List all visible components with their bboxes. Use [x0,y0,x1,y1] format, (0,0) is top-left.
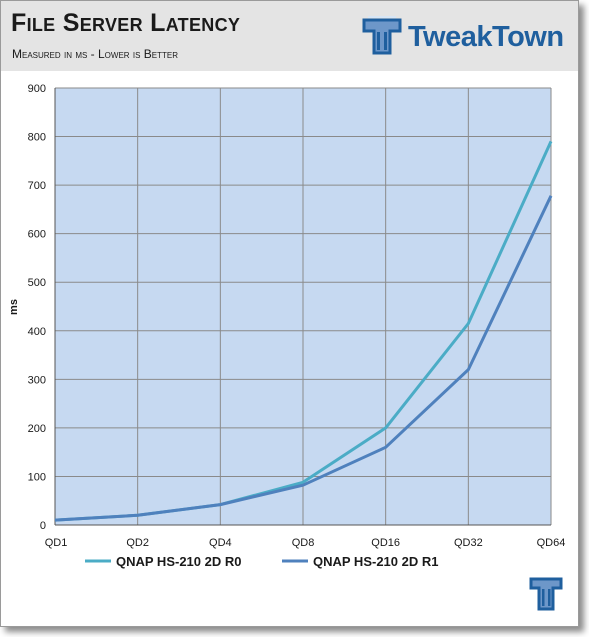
y-tick-label: 900 [28,83,46,95]
y-tick-label: 400 [28,326,46,338]
y-tick-label: 600 [28,229,46,241]
legend-label: QNAP HS-210 2D R1 [313,554,438,569]
y-tick-label: 700 [28,180,46,192]
y-tick-label: 200 [28,423,46,435]
x-tick-labels: QD1 QD2 QD4 QD8 QD16 QD32 QD64 [45,537,566,549]
x-tick-label: QD64 [537,537,566,549]
x-tick-label: QD8 [292,537,315,549]
chart-title: File Server Latency [11,9,241,37]
x-tick-label: QD1 [45,537,68,549]
legend: QNAP HS-210 2D R0 QNAP HS-210 2D R1 [85,554,438,569]
chart-subtitle: Measured in ms - Lower is Better [12,47,179,61]
x-tick-label: QD16 [371,537,400,549]
legend-label: QNAP HS-210 2D R0 [116,554,241,569]
y-axis-label: ms [8,299,20,315]
y-tick-label: 800 [28,132,46,144]
series-line-r1 [54,195,553,522]
x-tick-label: QD4 [209,537,232,549]
chart-header: File Server Latency Measured in ms - Low… [1,1,578,71]
y-tick-label: 100 [28,471,46,483]
x-tick-label: QD32 [454,537,483,549]
y-tick-label: 500 [28,277,46,289]
y-tick-labels: 0 100 200 300 400 500 600 700 800 900 [28,83,46,532]
axes [54,88,551,526]
y-tick-label: 300 [28,374,46,386]
logo-text: TweakTown [408,21,564,53]
x-tick-label: QD2 [126,537,149,549]
y-tick-label: 0 [40,520,46,532]
series-lines [54,140,553,522]
tweaktown-small-logo-icon [529,577,563,611]
tweaktown-logo-icon [362,16,402,55]
chart-frame: File Server Latency Measured in ms - Low… [0,0,579,627]
